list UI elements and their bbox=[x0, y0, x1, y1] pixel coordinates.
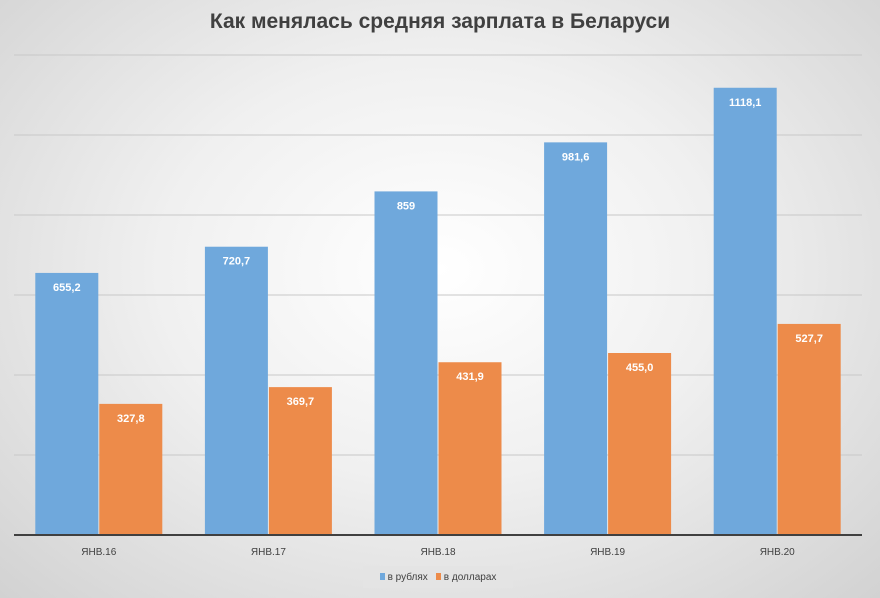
legend-label: в рублях bbox=[387, 571, 428, 583]
x-tick-label: ЯНВ.19 bbox=[590, 547, 625, 558]
bar bbox=[777, 323, 841, 535]
chart-title: Как менялась средняя зарплата в Беларуси bbox=[209, 10, 671, 33]
data-label: 720,7 bbox=[223, 256, 251, 268]
bar bbox=[438, 362, 502, 535]
data-label: 369,7 bbox=[287, 396, 315, 408]
bar bbox=[544, 142, 608, 536]
data-label: 859 bbox=[397, 200, 415, 212]
bar bbox=[608, 353, 672, 535]
legend-swatch bbox=[379, 572, 385, 580]
x-tick-label: ЯНВ.20 bbox=[760, 547, 795, 558]
bar bbox=[204, 246, 268, 535]
legend-swatch bbox=[435, 572, 441, 580]
bar bbox=[374, 191, 438, 535]
x-tick-label: ЯНВ.17 bbox=[251, 547, 286, 558]
legend-label: в долларах bbox=[443, 571, 497, 583]
bar bbox=[35, 272, 99, 535]
data-label: 1118,1 bbox=[729, 97, 761, 109]
data-label: 455,0 bbox=[626, 362, 654, 374]
legend-item-dollars: в долларах bbox=[435, 571, 497, 583]
data-label: 655,2 bbox=[53, 282, 81, 294]
x-tick-label: ЯНВ.16 bbox=[81, 547, 116, 558]
data-label: 527,7 bbox=[795, 333, 823, 345]
data-label: 327,8 bbox=[117, 413, 145, 425]
legend-item-rubles: в рублях bbox=[379, 571, 428, 583]
legend: в рублях в долларах bbox=[363, 566, 513, 588]
data-label: 431,9 bbox=[456, 371, 484, 383]
bar bbox=[713, 87, 777, 535]
bar bbox=[99, 403, 163, 535]
data-label: 981,6 bbox=[562, 151, 590, 163]
bar bbox=[268, 387, 332, 535]
x-tick-label: ЯНВ.18 bbox=[420, 547, 455, 558]
